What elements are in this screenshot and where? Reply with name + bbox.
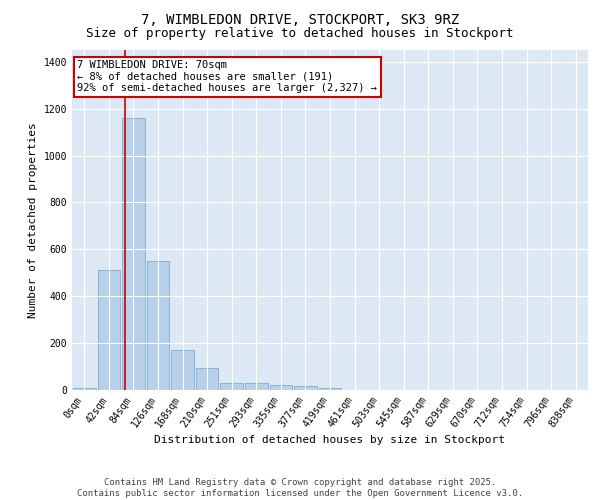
Y-axis label: Number of detached properties: Number of detached properties (28, 122, 38, 318)
Bar (122, 118, 145, 390)
Bar (196, 368, 218, 390)
Text: Contains HM Land Registry data © Crown copyright and database right 2025.
Contai: Contains HM Land Registry data © Crown c… (77, 478, 523, 498)
Bar (73, 388, 95, 390)
Bar (146, 261, 169, 390)
Text: 7, WIMBLEDON DRIVE, STOCKPORT, SK3 9RZ: 7, WIMBLEDON DRIVE, STOCKPORT, SK3 9RZ (141, 12, 459, 26)
Bar (319, 388, 341, 390)
Bar (220, 384, 243, 390)
X-axis label: Distribution of detached houses by size in Stockport: Distribution of detached houses by size … (155, 435, 505, 445)
Bar (245, 384, 268, 390)
Bar (269, 386, 292, 390)
Bar (171, 350, 194, 390)
Bar (98, 270, 120, 390)
Bar (294, 386, 317, 390)
Text: 7 WIMBLEDON DRIVE: 70sqm
← 8% of detached houses are smaller (191)
92% of semi-d: 7 WIMBLEDON DRIVE: 70sqm ← 8% of detache… (77, 60, 377, 94)
Text: Size of property relative to detached houses in Stockport: Size of property relative to detached ho… (86, 28, 514, 40)
